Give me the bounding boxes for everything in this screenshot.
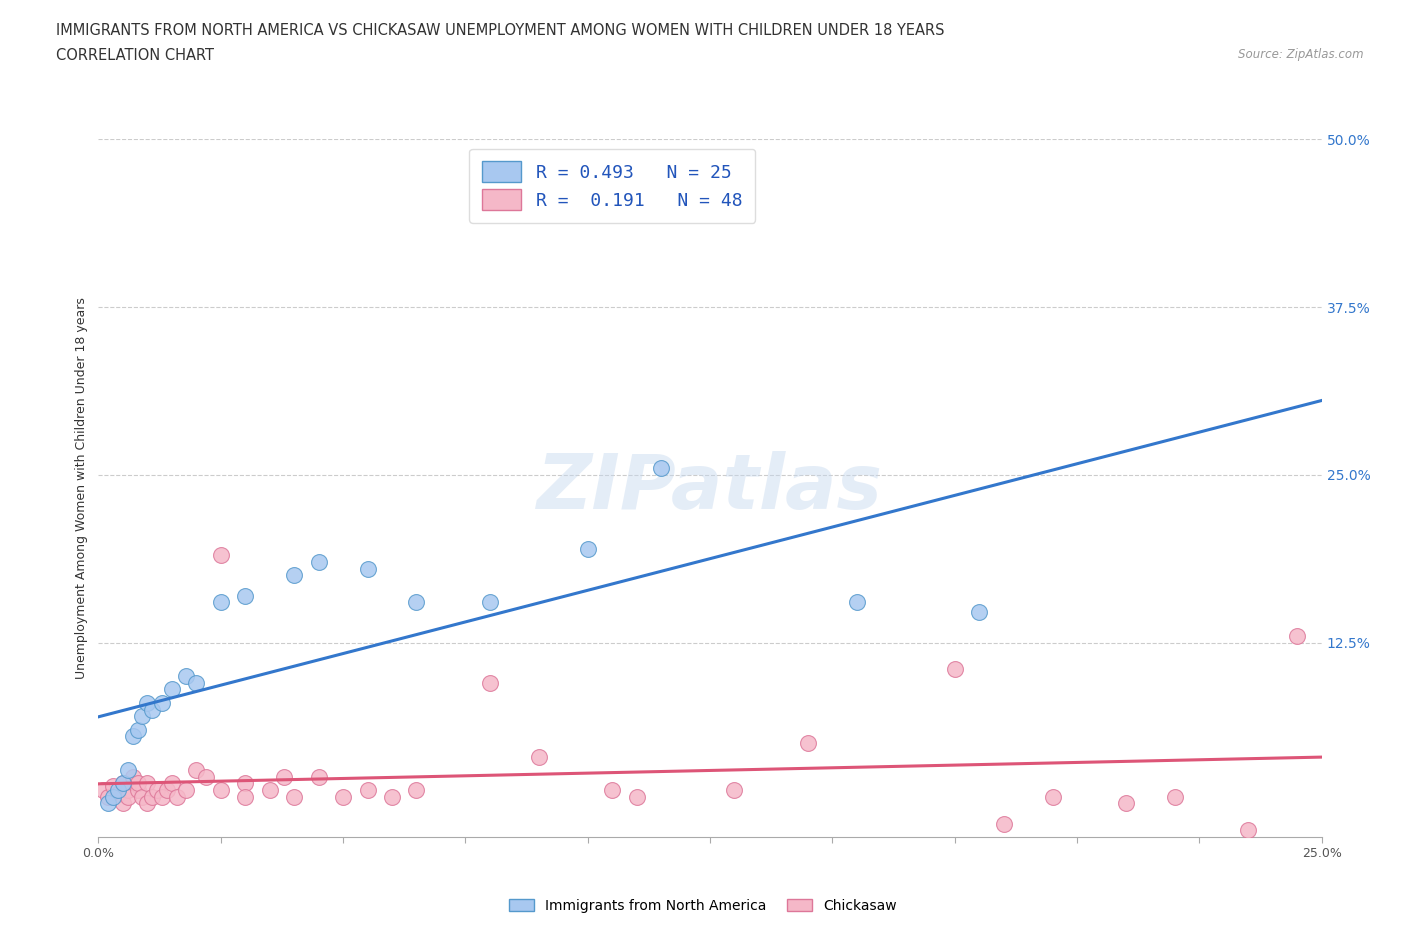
- Point: [209, 595, 232, 610]
- Point: [233, 776, 256, 790]
- Point: [195, 769, 218, 784]
- Legend: Immigrants from North America, Chickasaw: Immigrants from North America, Chickasaw: [503, 894, 903, 919]
- Point: [136, 696, 159, 711]
- Point: [141, 702, 163, 717]
- Point: [259, 783, 281, 798]
- Point: [136, 776, 159, 790]
- Point: [176, 669, 198, 684]
- Point: [943, 662, 966, 677]
- Point: [1164, 790, 1187, 804]
- Point: [308, 769, 330, 784]
- Legend: R = 0.493   N = 25, R =  0.191   N = 48: R = 0.493 N = 25, R = 0.191 N = 48: [470, 149, 755, 223]
- Point: [127, 776, 149, 790]
- Point: [381, 790, 404, 804]
- Point: [405, 783, 427, 798]
- Text: ZIPatlas: ZIPatlas: [537, 451, 883, 525]
- Point: [478, 595, 501, 610]
- Point: [993, 817, 1015, 831]
- Point: [356, 783, 378, 798]
- Point: [117, 783, 139, 798]
- Text: CORRELATION CHART: CORRELATION CHART: [56, 48, 214, 63]
- Point: [141, 790, 163, 804]
- Point: [101, 790, 124, 804]
- Point: [107, 787, 129, 802]
- Y-axis label: Unemployment Among Women with Children Under 18 years: Unemployment Among Women with Children U…: [75, 298, 89, 679]
- Point: [107, 783, 129, 798]
- Point: [136, 796, 159, 811]
- Point: [478, 675, 501, 690]
- Point: [283, 568, 305, 583]
- Point: [1042, 790, 1064, 804]
- Point: [111, 776, 134, 790]
- Point: [146, 783, 169, 798]
- Point: [845, 595, 868, 610]
- Point: [600, 783, 623, 798]
- Point: [233, 588, 256, 603]
- Point: [1286, 629, 1309, 644]
- Point: [209, 548, 232, 563]
- Point: [332, 790, 354, 804]
- Point: [626, 790, 648, 804]
- Point: [233, 790, 256, 804]
- Point: [1237, 823, 1260, 838]
- Point: [127, 723, 149, 737]
- Point: [160, 682, 183, 697]
- Point: [576, 541, 599, 556]
- Point: [131, 790, 153, 804]
- Point: [283, 790, 305, 804]
- Point: [160, 776, 183, 790]
- Point: [131, 709, 153, 724]
- Point: [97, 790, 120, 804]
- Point: [121, 769, 143, 784]
- Point: [156, 783, 179, 798]
- Point: [723, 783, 745, 798]
- Point: [117, 763, 139, 777]
- Point: [150, 696, 173, 711]
- Point: [967, 604, 990, 619]
- Point: [209, 783, 232, 798]
- Point: [273, 769, 295, 784]
- Point: [166, 790, 188, 804]
- Point: [91, 783, 114, 798]
- Point: [1115, 796, 1137, 811]
- Point: [111, 796, 134, 811]
- Point: [117, 790, 139, 804]
- Point: [797, 736, 820, 751]
- Point: [650, 460, 672, 475]
- Point: [121, 729, 143, 744]
- Text: Source: ZipAtlas.com: Source: ZipAtlas.com: [1239, 48, 1364, 61]
- Point: [127, 783, 149, 798]
- Point: [150, 790, 173, 804]
- Text: IMMIGRANTS FROM NORTH AMERICA VS CHICKASAW UNEMPLOYMENT AMONG WOMEN WITH CHILDRE: IMMIGRANTS FROM NORTH AMERICA VS CHICKAS…: [56, 23, 945, 38]
- Point: [405, 595, 427, 610]
- Point: [308, 554, 330, 569]
- Point: [356, 562, 378, 577]
- Point: [527, 749, 550, 764]
- Point: [101, 778, 124, 793]
- Point: [186, 763, 208, 777]
- Point: [111, 776, 134, 790]
- Point: [186, 675, 208, 690]
- Point: [176, 783, 198, 798]
- Point: [97, 796, 120, 811]
